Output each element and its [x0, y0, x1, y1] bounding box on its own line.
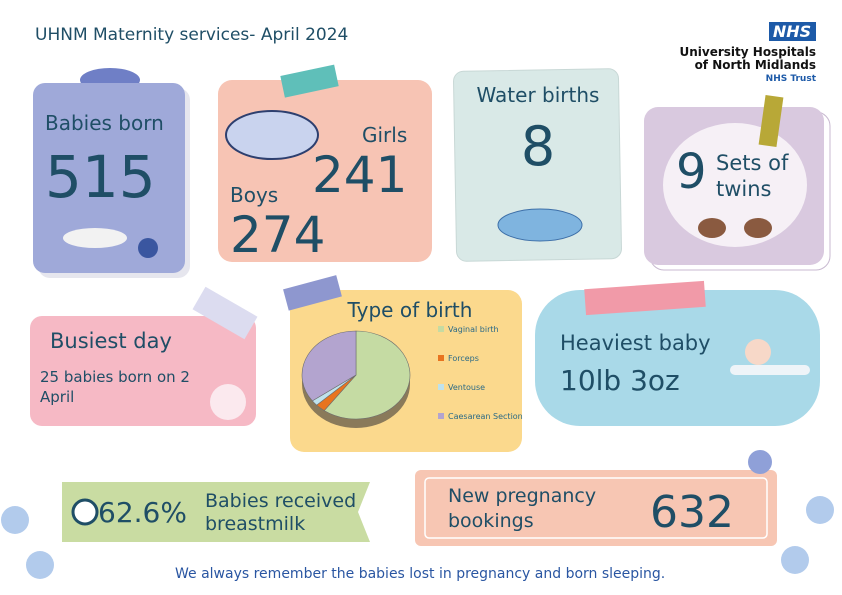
legend-label: Caesarean Section [448, 412, 523, 421]
text: 25 babies born on 2 [40, 368, 190, 386]
label: twins [716, 177, 772, 201]
footer: We always remember the babies lost in pr… [175, 566, 665, 582]
moon [210, 384, 246, 420]
tape [280, 64, 339, 98]
ring [71, 498, 99, 526]
label: New pregnancy [448, 485, 596, 507]
tape [584, 280, 706, 316]
label: bookings [448, 510, 534, 532]
clip [758, 94, 784, 148]
circle [663, 123, 807, 247]
banner [62, 482, 370, 542]
bundle [138, 238, 158, 258]
pie-slice [323, 330, 411, 420]
legend-swatch [438, 384, 444, 390]
label: Babies born [45, 111, 164, 135]
org-line: of North Midlands [695, 58, 816, 72]
tape [283, 275, 342, 311]
value: 274 [230, 206, 325, 264]
label: Boys [230, 183, 278, 207]
value: 9 [676, 144, 707, 200]
card [30, 316, 256, 426]
label: Water births [477, 83, 600, 107]
baby [745, 339, 771, 365]
legend-swatch [438, 326, 444, 332]
pie-slice [301, 330, 357, 402]
value: 62.6% [98, 496, 187, 529]
flower [1, 506, 29, 534]
value: 632 [650, 487, 734, 538]
trust: NHS Trust [766, 74, 817, 84]
legend-label: Ventouse [448, 383, 485, 392]
nhs-logo-box [769, 22, 816, 41]
value: 8 [521, 115, 555, 178]
card [535, 290, 820, 426]
legend-swatch [438, 355, 444, 361]
chart-title: Type of birth [347, 298, 473, 322]
card [453, 68, 622, 262]
legend-label: Vaginal birth [448, 325, 499, 334]
cloud [225, 110, 319, 160]
label: breastmilk [205, 513, 305, 535]
card-border [424, 477, 768, 539]
org-line: University Hospitals [680, 45, 817, 59]
pool [497, 208, 583, 242]
flower [26, 551, 54, 579]
footprint [744, 218, 772, 238]
value: 515 [45, 143, 156, 211]
text: April [40, 388, 74, 406]
legend-swatch [438, 413, 444, 419]
label: Babies received [205, 490, 356, 512]
flower [806, 496, 834, 524]
label: Girls [362, 123, 407, 147]
value: 241 [312, 146, 407, 204]
card [33, 83, 185, 273]
nhs-logo: NHS [773, 22, 811, 41]
label: Sets of [716, 151, 789, 175]
label: Heaviest baby [560, 331, 711, 355]
pie [301, 330, 411, 420]
rattle [748, 450, 772, 474]
tape [192, 286, 258, 340]
title: UHNM Maternity services- April 2024 [35, 25, 348, 45]
label: Busiest day [50, 329, 172, 353]
footprint [698, 218, 726, 238]
stork [63, 228, 127, 248]
card [415, 470, 777, 546]
legend: Vaginal birth Forceps Ventouse Caesarean Se… [438, 325, 523, 421]
scale [730, 365, 810, 375]
value: 10lb 3oz [560, 364, 680, 397]
legend-label: Forceps [448, 354, 479, 363]
flower [781, 546, 809, 574]
